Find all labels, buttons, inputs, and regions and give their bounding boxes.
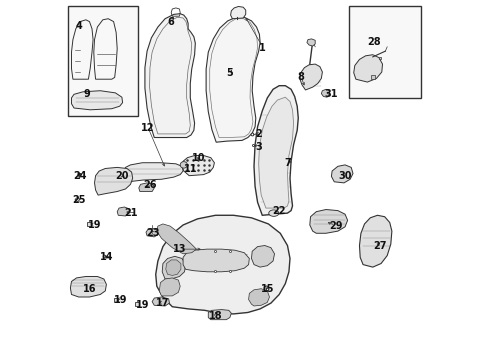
Polygon shape: [162, 256, 186, 279]
Ellipse shape: [180, 162, 187, 168]
Text: 19: 19: [136, 300, 149, 310]
Polygon shape: [152, 297, 170, 306]
Polygon shape: [300, 64, 322, 90]
Polygon shape: [354, 55, 383, 82]
Text: 18: 18: [209, 311, 222, 321]
Polygon shape: [208, 310, 231, 320]
Text: 7: 7: [284, 158, 291, 168]
Text: 2: 2: [255, 129, 262, 139]
Bar: [68, 6, 138, 116]
Polygon shape: [146, 229, 158, 237]
Polygon shape: [360, 215, 392, 267]
Polygon shape: [206, 17, 260, 142]
Text: 14: 14: [99, 252, 113, 262]
Text: 31: 31: [324, 89, 338, 99]
Text: 30: 30: [338, 171, 352, 181]
Polygon shape: [331, 165, 353, 183]
Polygon shape: [231, 6, 245, 19]
Text: 3: 3: [255, 142, 262, 152]
Text: 29: 29: [329, 221, 343, 231]
Polygon shape: [156, 215, 290, 314]
Polygon shape: [157, 224, 196, 254]
Text: 19: 19: [88, 220, 101, 230]
Text: 21: 21: [124, 208, 137, 218]
Polygon shape: [251, 246, 274, 267]
Polygon shape: [183, 249, 249, 272]
Text: 5: 5: [226, 68, 233, 78]
Polygon shape: [117, 207, 129, 216]
Text: 12: 12: [141, 123, 154, 133]
Polygon shape: [72, 91, 122, 110]
Polygon shape: [159, 278, 180, 296]
Text: 24: 24: [74, 171, 87, 181]
Text: 8: 8: [297, 72, 304, 82]
Polygon shape: [321, 89, 330, 97]
Text: 28: 28: [367, 37, 381, 48]
Polygon shape: [259, 97, 294, 208]
Bar: [349, 6, 421, 98]
Ellipse shape: [269, 210, 279, 216]
Text: 17: 17: [155, 298, 169, 308]
Polygon shape: [248, 289, 270, 306]
Polygon shape: [123, 163, 183, 182]
Polygon shape: [145, 14, 196, 138]
Text: 9: 9: [84, 89, 91, 99]
Text: 22: 22: [272, 206, 286, 216]
Polygon shape: [166, 260, 181, 275]
Text: 27: 27: [373, 240, 387, 251]
Text: 4: 4: [75, 21, 82, 31]
Polygon shape: [71, 276, 106, 297]
Text: 19: 19: [114, 294, 127, 305]
Text: 26: 26: [143, 180, 156, 190]
Polygon shape: [310, 210, 347, 233]
Text: 16: 16: [83, 284, 96, 294]
Text: 6: 6: [168, 17, 174, 27]
Text: 10: 10: [192, 153, 205, 163]
Text: 23: 23: [147, 228, 160, 238]
Text: 13: 13: [173, 244, 186, 254]
Text: 15: 15: [261, 284, 274, 294]
Text: 25: 25: [72, 195, 85, 205]
Text: 1: 1: [259, 42, 266, 53]
Text: 11: 11: [184, 164, 197, 174]
Polygon shape: [307, 39, 315, 46]
Polygon shape: [182, 156, 215, 176]
Text: 20: 20: [115, 171, 129, 181]
Polygon shape: [254, 86, 298, 215]
Polygon shape: [95, 167, 133, 195]
Polygon shape: [139, 183, 154, 192]
